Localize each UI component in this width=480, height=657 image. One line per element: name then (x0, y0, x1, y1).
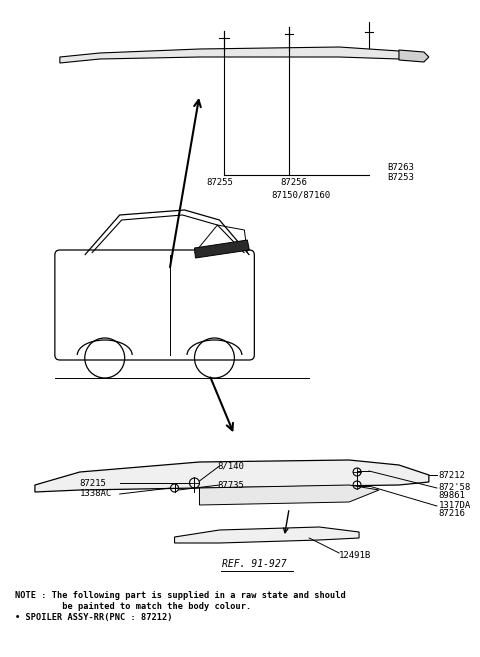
Text: 1338AC: 1338AC (80, 489, 112, 499)
Polygon shape (35, 460, 429, 492)
Text: 8/140: 8/140 (217, 461, 244, 470)
Polygon shape (175, 527, 359, 543)
Text: 87256: 87256 (281, 178, 308, 187)
Polygon shape (194, 240, 249, 258)
Text: B7263: B7263 (387, 163, 414, 172)
Text: B7253: B7253 (387, 173, 414, 182)
Text: 87735: 87735 (217, 480, 244, 489)
Text: 87212: 87212 (439, 470, 466, 480)
Text: • SPOILER ASSY-RR(PNC : 87212): • SPOILER ASSY-RR(PNC : 87212) (15, 613, 172, 622)
Text: 872'58: 872'58 (439, 484, 471, 493)
Text: 87255: 87255 (206, 178, 233, 187)
Text: NOTE : The following part is supplied in a raw state and should: NOTE : The following part is supplied in… (15, 591, 346, 600)
Text: 1317DA: 1317DA (439, 501, 471, 510)
Text: 89861: 89861 (439, 491, 466, 501)
Text: 12491B: 12491B (339, 551, 372, 560)
Text: be painted to match the body colour.: be painted to match the body colour. (15, 602, 251, 611)
Text: 87150/87160: 87150/87160 (272, 190, 331, 199)
Polygon shape (399, 50, 429, 62)
Polygon shape (200, 485, 379, 505)
Text: 87216: 87216 (439, 509, 466, 518)
Polygon shape (60, 47, 419, 63)
Text: REF. 91-927: REF. 91-927 (222, 559, 287, 569)
Text: 87215: 87215 (80, 478, 107, 487)
